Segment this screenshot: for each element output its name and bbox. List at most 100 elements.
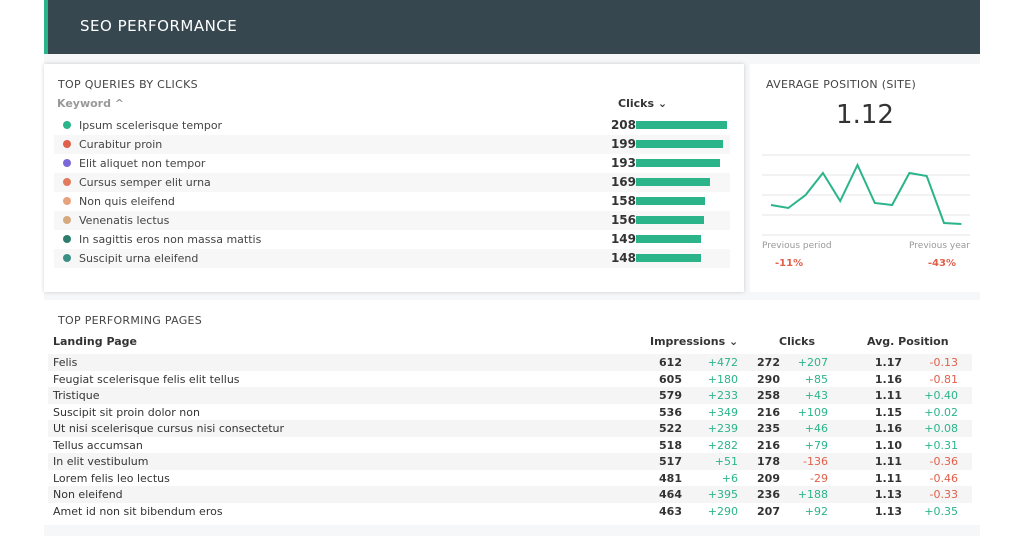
clicks-header[interactable]: Clicks: [779, 335, 815, 348]
page-name: Felis: [53, 356, 78, 369]
clicks: 290: [757, 372, 780, 386]
clicks-change: -29: [810, 471, 828, 485]
avg-position-change: +0.31: [924, 438, 958, 452]
query-row[interactable]: Elit aliquet non tempor 193: [54, 154, 730, 173]
query-row[interactable]: Non quis eleifend 158: [54, 192, 730, 211]
clicks-change: +46: [804, 422, 828, 435]
impressions: 517: [659, 455, 682, 468]
page-row[interactable]: Feugiat scelerisque felis elit tellus 605…: [48, 371, 972, 388]
impressions-change: +239: [707, 422, 738, 435]
keyword-sort-header[interactable]: Keyword ^: [57, 97, 125, 110]
avg-position: 1.17: [874, 356, 902, 369]
avg-position: 1.10: [874, 438, 902, 452]
avg-position: 1.11: [874, 471, 902, 485]
query-clicks: 208: [610, 118, 636, 132]
impressions: 605: [659, 372, 682, 386]
page-name: Lorem felis leo lectus: [53, 471, 170, 485]
page-row[interactable]: Amet id non sit bibendum eros 463 +290 207 +…: [48, 503, 972, 520]
avg-position: 1.11: [874, 455, 902, 468]
average-position-card: AVERAGE POSITION (SITE) 1.12 Previous pe…: [750, 64, 980, 292]
query-row[interactable]: Venenatis lectus 156: [54, 211, 730, 230]
impressions-change: +349: [707, 405, 738, 419]
query-row[interactable]: Ipsum scelerisque tempor 208: [54, 116, 730, 135]
page-row[interactable]: Tellus accumsan 518 +282 216 +79 1.10 +0.31: [48, 437, 972, 454]
average-position-sparkline: [762, 154, 970, 236]
clicks-change: +92: [804, 504, 828, 518]
avg-position: 1.13: [874, 488, 902, 501]
clicks: 178: [757, 455, 780, 468]
query-clicks-bar: [636, 216, 705, 224]
page-row[interactable]: Felis 612 +472 272 +207 1.17 -0.13: [48, 354, 972, 371]
avg-position: 1.13: [874, 504, 902, 518]
page-row[interactable]: Ut nisi scelerisque cursus nisi consecte…: [48, 420, 972, 437]
page-row[interactable]: In elit vestibulum 517 +51 178 -136 1.11 -0.36: [48, 453, 972, 470]
clicks-change: -136: [803, 455, 828, 468]
query-keyword: Ipsum scelerisque tempor: [79, 119, 223, 132]
query-keyword: Venenatis lectus: [79, 214, 170, 227]
query-color-dot: [63, 178, 71, 186]
query-keyword: Curabitur proin: [79, 138, 163, 151]
avg-position-change: -0.46: [929, 471, 958, 485]
query-color-dot: [63, 216, 71, 224]
avg-position-change: -0.81: [929, 372, 958, 386]
page-row[interactable]: Lorem felis leo lectus 481 +6 209 -29 1.11 -0.…: [48, 470, 972, 487]
impressions-change: +395: [707, 488, 738, 501]
impressions-change: +51: [714, 455, 738, 468]
query-clicks: 193: [610, 156, 636, 170]
query-keyword: Non quis eleifend: [79, 195, 175, 208]
clicks-sort-header[interactable]: Clicks ⌄: [618, 97, 668, 110]
query-clicks: 156: [610, 213, 636, 227]
query-clicks: 148: [610, 251, 636, 265]
page-name: Non eleifend: [53, 488, 123, 501]
avg-position-header[interactable]: Avg. Position: [867, 335, 949, 348]
query-color-dot: [63, 121, 71, 129]
clicks: 272: [757, 356, 780, 369]
previous-period-change: -11%: [775, 258, 804, 269]
query-clicks-bar: [636, 197, 706, 205]
clicks-change: +85: [804, 372, 828, 386]
impressions: 518: [659, 438, 682, 452]
landing-page-header[interactable]: Landing Page: [53, 335, 137, 348]
impressions: 612: [659, 356, 682, 369]
top-queries-title: TOP QUERIES BY CLICKS: [58, 78, 198, 91]
page-name: In elit vestibulum: [53, 455, 149, 468]
clicks: 236: [757, 488, 780, 501]
query-clicks-bar: [636, 121, 727, 129]
top-pages-title: TOP PERFORMING PAGES: [58, 314, 203, 327]
avg-position-change: -0.36: [929, 455, 958, 468]
impressions: 536: [659, 405, 682, 419]
impressions-change: +282: [707, 438, 738, 452]
avg-position: 1.16: [874, 422, 902, 435]
query-color-dot: [63, 254, 71, 262]
query-row[interactable]: Cursus semper elit urna 169: [54, 173, 730, 192]
dashboard-header: SEO PERFORMANCE: [44, 0, 980, 54]
query-clicks: 158: [610, 194, 636, 208]
clicks: 235: [757, 422, 780, 435]
page-row[interactable]: Tristique 579 +233 258 +43 1.11 +0.40: [48, 387, 972, 404]
avg-position-change: -0.13: [929, 356, 958, 369]
query-color-dot: [63, 235, 71, 243]
impressions: 522: [659, 422, 682, 435]
query-row[interactable]: Suscipit urna eleifend 148: [54, 249, 730, 268]
query-row[interactable]: Curabitur proin 199: [54, 135, 730, 154]
impressions-change: +180: [707, 372, 738, 386]
query-clicks-bar: [636, 159, 721, 167]
page-name: Ut nisi scelerisque cursus nisi consecte…: [53, 422, 285, 435]
clicks: 258: [757, 389, 780, 402]
avg-position-change: +0.40: [924, 389, 958, 402]
avg-position-change: +0.08: [924, 422, 958, 435]
query-keyword: Cursus semper elit urna: [79, 176, 211, 189]
query-row[interactable]: In sagittis eros non massa mattis 149: [54, 230, 730, 249]
dashboard-title: SEO PERFORMANCE: [80, 17, 238, 35]
impressions: 463: [659, 504, 682, 518]
query-keyword: Suscipit urna eleifend: [79, 252, 199, 265]
top-pages-card: TOP PERFORMING PAGES Landing Page Impres…: [44, 300, 980, 525]
query-clicks-bar: [636, 140, 724, 148]
top-queries-card: TOP QUERIES BY CLICKS Keyword ^ Clicks ⌄…: [44, 64, 744, 292]
page-row[interactable]: Non eleifend 464 +395 236 +188 1.13 -0.33: [48, 486, 972, 503]
avg-position: 1.16: [874, 372, 902, 386]
page-row[interactable]: Suscipit sit proin dolor non 536 +349 216 +1…: [48, 404, 972, 421]
clicks-change: +207: [797, 356, 828, 369]
impressions-sort-header[interactable]: Impressions ⌄: [650, 335, 739, 348]
previous-year-change: -43%: [927, 258, 956, 269]
